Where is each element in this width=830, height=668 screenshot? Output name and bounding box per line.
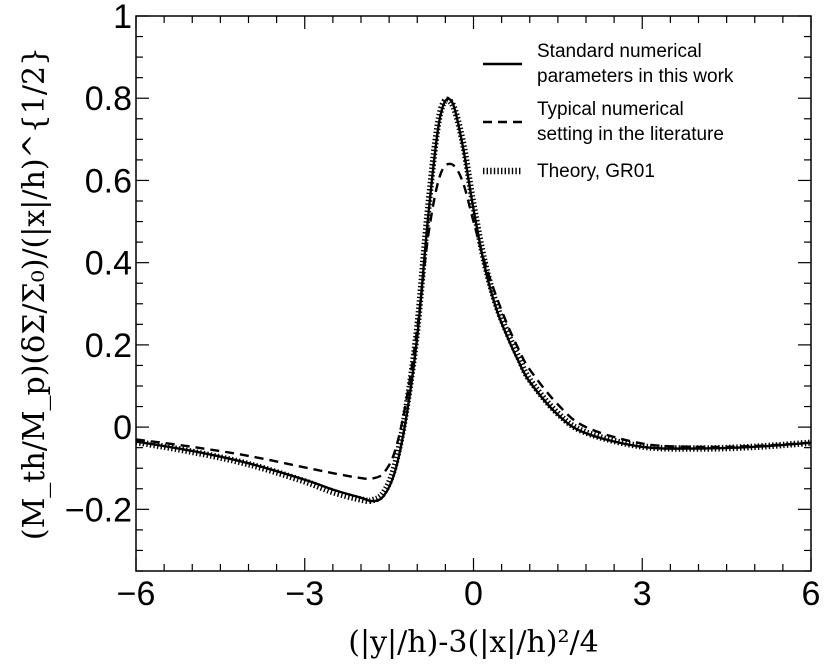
y-tick-label: 1 xyxy=(113,0,132,36)
y-tick-label: −0.2 xyxy=(65,491,132,529)
y-tick-label: 0.8 xyxy=(85,80,132,118)
x-tick-label: −6 xyxy=(117,575,156,613)
legend-label: parameters in this work xyxy=(537,66,734,87)
tick-labels: −6 −3 0 3 6 −0.2 0 0.2 0.4 0.6 0.8 1 xyxy=(65,0,821,613)
x-tick-label: 0 xyxy=(464,575,483,613)
y-tick-label: 0.2 xyxy=(85,327,132,365)
legend-label: Theory, GR01 xyxy=(537,161,655,182)
x-tick-label: −3 xyxy=(285,575,324,613)
y-tick-label: 0.4 xyxy=(85,245,132,283)
x-tick-label: 6 xyxy=(802,575,821,613)
legend-label: setting in the literature xyxy=(537,124,724,145)
x-tick-label: 3 xyxy=(633,575,652,613)
series-line-solid xyxy=(136,97,811,503)
y-axis-label: (M_th/M_p)(δΣ/Σ₀)/(|x|/h)^{1/2} xyxy=(17,47,52,540)
series-line-dashed xyxy=(136,162,811,481)
ticks xyxy=(135,15,812,572)
y-tick-label: 0 xyxy=(113,409,132,447)
y-tick-label: 0.6 xyxy=(85,162,132,200)
legend: Standard numerical parameters in this wor… xyxy=(483,41,734,182)
x-axis-label: (|y|/h)-3(|x|/h)²/4 xyxy=(348,625,598,660)
series-line-dotted xyxy=(136,96,811,505)
legend-label: Standard numerical xyxy=(537,41,702,62)
legend-label: Typical numerical xyxy=(537,99,684,120)
plot-frame xyxy=(135,15,812,572)
series-group xyxy=(136,96,811,505)
